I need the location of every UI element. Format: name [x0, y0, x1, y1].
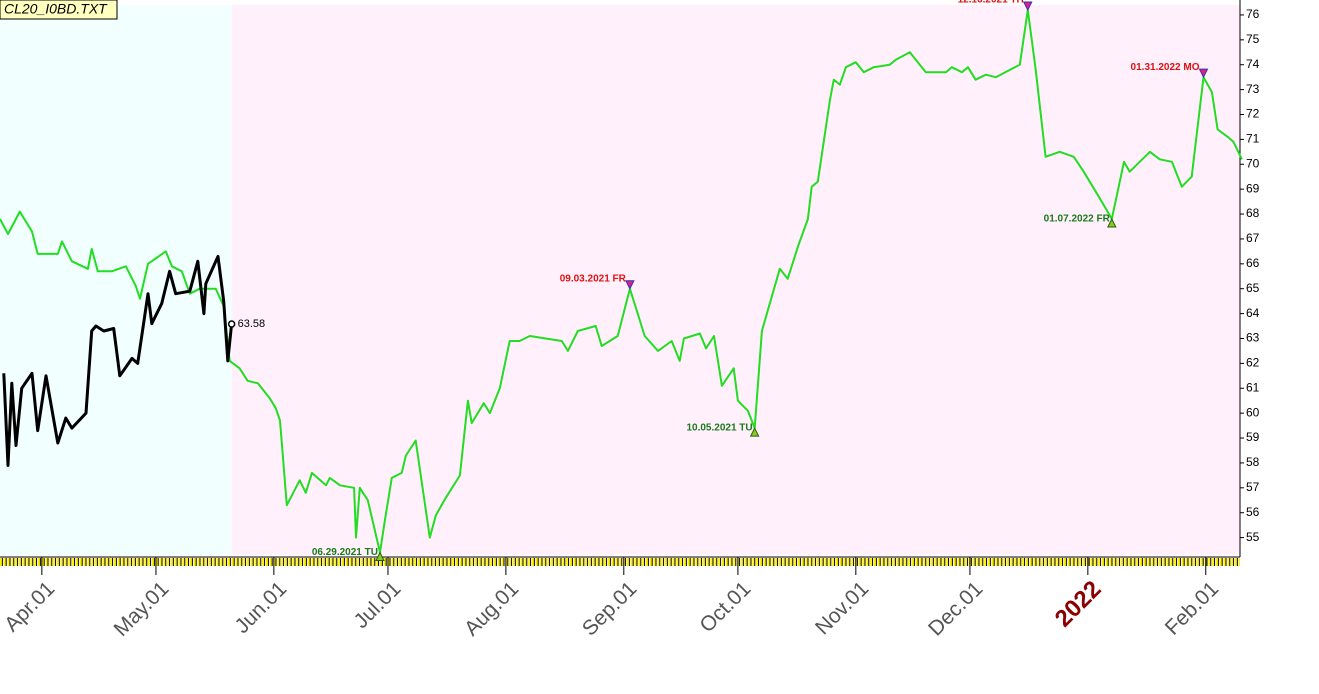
y-tick-label: 69 [1246, 181, 1260, 195]
x-tick-label: Sep.01 [578, 577, 641, 640]
low-label: 01.07.2022 FR [1044, 214, 1111, 225]
title-box [0, 0, 118, 20]
last-value-label: 63.58 [238, 318, 266, 330]
y-tick-label: 65 [1246, 281, 1260, 295]
y-tick-label: 55 [1246, 530, 1260, 544]
y-tick-label: 68 [1246, 206, 1260, 220]
low-label: 06.29.2021 TU [312, 547, 378, 558]
y-tick-label: 71 [1246, 132, 1260, 146]
x-tick-label: Dec.01 [924, 577, 987, 640]
high-marker [1198, 68, 1209, 79]
high-marker [625, 280, 635, 290]
y-tick-label: 57 [1246, 480, 1260, 494]
high-label: 12.16.2021 TH [958, 0, 1024, 6]
y-tick-label: 56 [1246, 505, 1260, 519]
x-tick-label: Nov.01 [811, 577, 873, 639]
y-tick-label: 72 [1246, 107, 1260, 121]
y-tick-label: 73 [1246, 82, 1260, 96]
day-ticks [0, 558, 1240, 566]
y-tick-label: 59 [1246, 430, 1260, 444]
low-marker [375, 551, 385, 562]
low-label: 10.05.2021 TU [686, 423, 752, 434]
y-tick-label: 60 [1246, 405, 1260, 419]
last-point [227, 320, 236, 328]
y-tick-label: 62 [1246, 356, 1260, 370]
x-tick-label: Jun.01 [230, 577, 291, 638]
background [231, 5, 1240, 555]
y-tick-label: 66 [1246, 256, 1260, 270]
y-tick-label: 74 [1246, 57, 1260, 71]
x-tick-label: Apr.01 [0, 577, 59, 636]
low-marker [749, 426, 760, 437]
x-tick-label: Feb.01 [1161, 577, 1224, 640]
y-tick-label: 67 [1246, 231, 1260, 245]
y-tick-label: 63 [1246, 331, 1260, 345]
y-tick-label: 64 [1246, 306, 1260, 320]
y-tick-label: 70 [1246, 156, 1260, 170]
x-tick-label: Jul.01 [350, 577, 406, 633]
x-tick-label: Aug.01 [460, 577, 523, 640]
chart-title: CL20_I0BD.TXT [4, 1, 108, 17]
high-label: 01.31.2022 MO [1131, 62, 1200, 73]
y-tick-label: 75 [1246, 32, 1260, 46]
y-tick-label: 76 [1246, 7, 1260, 21]
high-label: 09.03.2021 FR [560, 273, 627, 284]
series-line [2, 254, 234, 467]
y-tick-label: 61 [1246, 380, 1260, 394]
series-line [0, 9, 1243, 554]
x-tick-label: Oct.01 [695, 577, 755, 637]
x-tick-label: May.01 [110, 577, 174, 641]
x-tick-label: 2022 [1050, 576, 1107, 633]
low-marker [1107, 217, 1117, 228]
high-marker [1022, 1, 1033, 12]
y-tick-label: 58 [1246, 455, 1260, 469]
background [0, 5, 232, 555]
